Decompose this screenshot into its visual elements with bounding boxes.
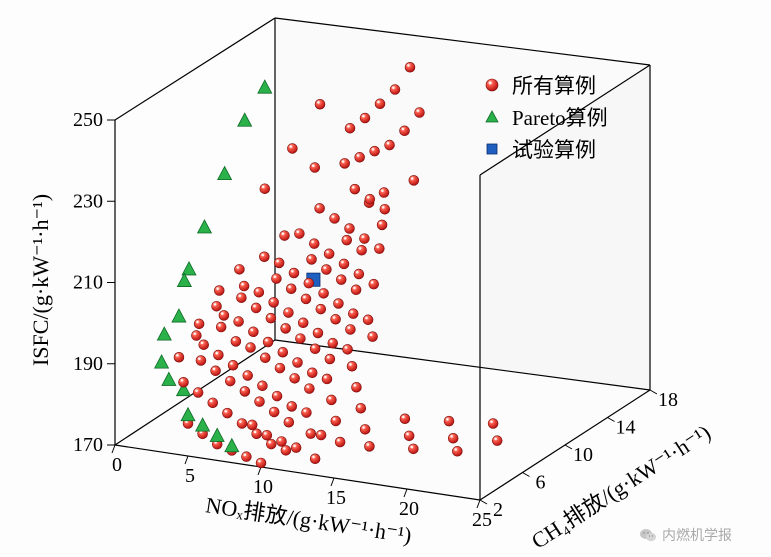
svg-text:0: 0: [112, 454, 122, 476]
svg-text:230: 230: [73, 190, 103, 212]
svg-text:ISFC/(g·kW⁻¹·h⁻¹): ISFC/(g·kW⁻¹·h⁻¹): [28, 194, 53, 366]
watermark: 内燃机学报: [640, 525, 732, 545]
svg-text:10: 10: [253, 476, 273, 498]
legend: 所有算例Pareto算例试验算例: [480, 70, 608, 166]
svg-text:6: 6: [536, 472, 546, 494]
legend-item: 试验算例: [480, 134, 608, 164]
scatter-3d-plot: 170 190 210 230 250 0 5 10 15 20 252 6 10 14 18 ISFC/(g…: [0, 0, 771, 557]
triangle-marker-icon: [480, 107, 504, 127]
svg-text:2: 2: [493, 499, 503, 521]
svg-text:15: 15: [326, 487, 346, 509]
square-marker-icon: [480, 139, 504, 159]
svg-text:14: 14: [616, 417, 636, 439]
legend-item: Pareto算例: [480, 102, 608, 132]
svg-text:18: 18: [658, 389, 678, 411]
sphere-marker-icon: [480, 75, 504, 95]
legend-label: Pareto算例: [512, 102, 608, 132]
watermark-text: 内燃机学报: [662, 525, 732, 545]
legend-label: 所有算例: [512, 70, 596, 100]
svg-text:NOₓ排放/(g·kW⁻¹·h⁻¹): NOₓ排放/(g·kW⁻¹·h⁻¹): [204, 492, 413, 548]
svg-text:5: 5: [185, 465, 195, 487]
legend-item: 所有算例: [480, 70, 608, 100]
svg-text:10: 10: [573, 444, 593, 466]
svg-text:20: 20: [399, 498, 419, 520]
svg-text:25: 25: [472, 509, 492, 531]
svg-text:190: 190: [73, 353, 103, 375]
svg-text:170: 170: [73, 434, 103, 456]
legend-label: 试验算例: [512, 134, 596, 164]
svg-text:210: 210: [73, 272, 103, 294]
svg-text:250: 250: [73, 109, 103, 131]
wechat-icon: [640, 528, 656, 542]
